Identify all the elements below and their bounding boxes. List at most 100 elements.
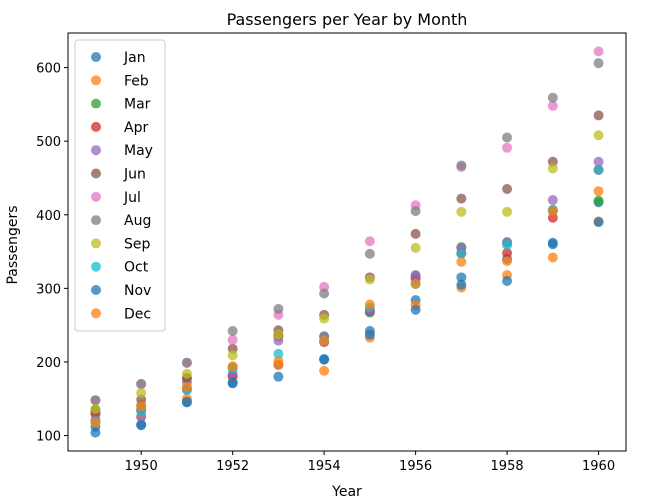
x-axis-label: Year [331, 484, 362, 500]
point-nov-1953 [273, 371, 284, 382]
point-oct-1960 [593, 164, 604, 175]
legend-label-mar: Mar [124, 97, 151, 113]
point-jul-1958 [502, 142, 513, 153]
point-aug-1949 [90, 395, 101, 406]
point-aug-1952 [227, 326, 238, 337]
point-nov-1960 [593, 217, 604, 228]
x-tick-label: 1954 [308, 459, 341, 474]
legend-marker-aug [91, 215, 101, 226]
point-nov-1958 [502, 276, 513, 286]
point-dec-1958 [502, 256, 513, 267]
legend-marker-jan [91, 52, 101, 62]
legend-marker-apr [91, 121, 101, 132]
point-nov-1949 [90, 427, 101, 438]
legend-label-jul: Jul [123, 190, 141, 206]
point-feb-1954 [319, 365, 330, 376]
point-aug-1950 [136, 379, 147, 390]
point-oct-1958 [502, 239, 513, 250]
legend-marker-jun [91, 168, 101, 179]
point-aug-1954 [319, 288, 330, 299]
y-tick-label: 200 [36, 356, 61, 371]
x-tick-label: 1960 [582, 459, 615, 474]
y-axis-label: Passengers [5, 205, 21, 284]
legend-label-oct: Oct [124, 260, 149, 276]
legend-marker-oct [91, 261, 101, 272]
point-sep-1951 [181, 368, 192, 379]
point-sep-1955 [364, 274, 375, 285]
y-tick-label: 500 [36, 135, 61, 150]
y-tick-label: 400 [36, 209, 61, 224]
point-nov-1956 [410, 304, 421, 315]
legend-frame [74, 39, 166, 332]
legend-label-jun: Jun [123, 167, 146, 183]
legend-label-apr: Apr [124, 120, 148, 136]
point-dec-1949 [90, 417, 101, 428]
point-sep-1960 [593, 130, 604, 141]
point-aug-1953 [273, 303, 284, 314]
legend-marker-jul [91, 191, 101, 202]
point-jul-1959 [547, 100, 558, 111]
point-jul-1960 [593, 46, 604, 57]
point-dec-1956 [410, 278, 421, 289]
point-oct-1953 [273, 348, 284, 359]
point-dec-1951 [181, 381, 192, 392]
point-sep-1956 [410, 242, 421, 253]
legend: Jan Feb Mar Apr May Jun Jul Aug Sep Oct Nov Dec [74, 39, 166, 332]
point-aug-1957 [456, 160, 467, 171]
legend-label-nov: Nov [124, 283, 151, 299]
point-dec-1952 [227, 361, 238, 372]
y-axis-ticks: 100 200 300 400 500 600 [36, 62, 68, 445]
point-jun-1958 [502, 184, 513, 195]
x-tick-label: 1952 [216, 459, 249, 474]
legend-label-feb: Feb [124, 73, 149, 89]
point-apr-1958 [502, 248, 513, 259]
point-jun-1957 [456, 193, 467, 204]
point-dec-1955 [364, 299, 375, 310]
x-axis-ticks: 1950 1952 1954 1956 1958 1960 [125, 451, 615, 474]
legend-label-dec: Dec [124, 306, 151, 322]
legend-label-may: May [124, 143, 153, 159]
point-may-1960 [593, 156, 604, 167]
point-sep-1953 [273, 329, 284, 340]
point-jul-1952 [227, 334, 238, 345]
point-sep-1952 [227, 350, 238, 361]
point-jun-1956 [410, 228, 421, 239]
point-jun-1960 [593, 110, 604, 121]
point-aug-1960 [593, 58, 604, 69]
point-dec-1953 [273, 356, 284, 367]
legend-marker-feb [91, 75, 101, 86]
point-aug-1956 [410, 206, 421, 217]
x-tick-label: 1956 [399, 459, 432, 474]
point-aug-1951 [181, 357, 192, 368]
point-nov-1955 [364, 329, 375, 340]
legend-label-jan: Jan [123, 50, 146, 66]
point-nov-1954 [319, 354, 330, 365]
legend-marker-nov [91, 285, 101, 295]
point-nov-1952 [227, 377, 238, 388]
legend-marker-sep [91, 238, 101, 249]
point-dec-1960 [593, 186, 604, 197]
point-nov-1959 [547, 237, 558, 248]
point-sep-1957 [456, 206, 467, 217]
point-sep-1958 [502, 206, 513, 217]
point-may-1959 [547, 195, 558, 206]
point-feb-1959 [547, 252, 558, 263]
plot-frame [67, 32, 627, 452]
point-aug-1959 [547, 92, 558, 103]
point-sep-1959 [547, 163, 558, 174]
point-oct-1957 [456, 248, 467, 259]
point-nov-1957 [456, 279, 467, 290]
y-tick-label: 100 [36, 430, 61, 445]
legend-label-aug: Aug [124, 213, 151, 229]
point-sep-1949 [90, 404, 101, 415]
y-tick-label: 600 [36, 62, 61, 77]
legend-marker-dec [91, 308, 101, 319]
point-dec-1954 [319, 335, 330, 346]
point-nov-1951 [181, 396, 192, 407]
point-mar-1960 [593, 195, 604, 206]
data-points [90, 46, 604, 438]
point-dec-1950 [136, 401, 147, 412]
point-aug-1955 [364, 248, 375, 259]
chart-title: Passengers per Year by Month [227, 10, 468, 29]
